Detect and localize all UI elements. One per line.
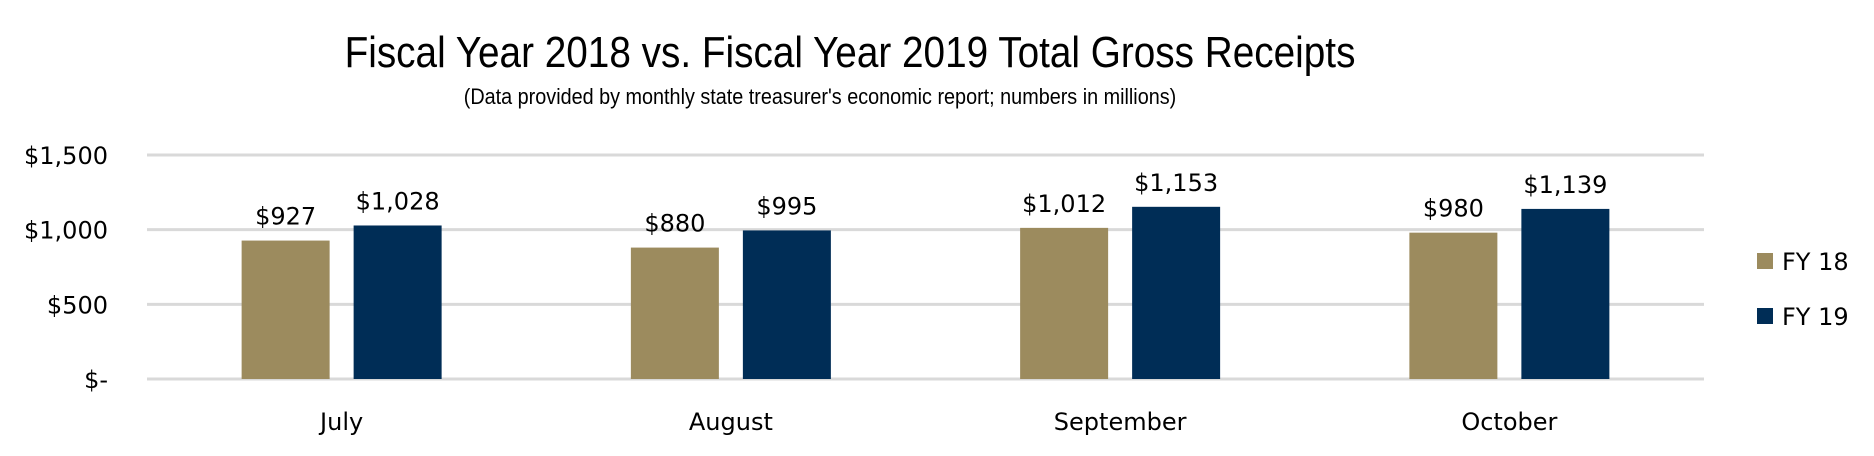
bar-fy18 [1020, 227, 1109, 379]
chart-title: Fiscal Year 2018 vs. Fiscal Year 2019 To… [344, 28, 1356, 77]
x-tick-label: July [318, 408, 363, 436]
x-tick-label: September [1054, 408, 1187, 436]
data-label: $1,012 [1022, 190, 1106, 218]
data-label: $1,153 [1134, 169, 1218, 197]
chart-subtitle: (Data provided by monthly state treasure… [463, 84, 1177, 109]
data-label: $995 [756, 192, 817, 220]
y-tick-label: $1,000 [24, 217, 108, 245]
bar-fy18 [1409, 232, 1498, 379]
y-tick-label: $- [84, 366, 108, 394]
data-label: $980 [1423, 195, 1484, 223]
bar-fy19 [742, 230, 831, 379]
legend-swatch [1757, 308, 1773, 324]
bar-fy19 [353, 225, 442, 379]
bar-fy19 [1132, 206, 1221, 379]
data-label: $1,028 [356, 187, 440, 215]
bar-fy18 [630, 247, 719, 379]
x-tick-label: October [1461, 408, 1557, 436]
data-label: $1,139 [1523, 171, 1607, 199]
y-tick-label: $500 [47, 291, 108, 319]
legend-swatch [1757, 253, 1773, 269]
x-tick-label: August [689, 408, 773, 436]
legend-label: FY 19 [1782, 303, 1849, 331]
bar-fy18 [241, 240, 330, 379]
data-label: $927 [255, 203, 316, 231]
legend-label: FY 18 [1782, 248, 1849, 276]
data-label: $880 [644, 210, 705, 238]
bar-fy19 [1521, 208, 1610, 379]
y-tick-label: $1,500 [24, 142, 108, 170]
